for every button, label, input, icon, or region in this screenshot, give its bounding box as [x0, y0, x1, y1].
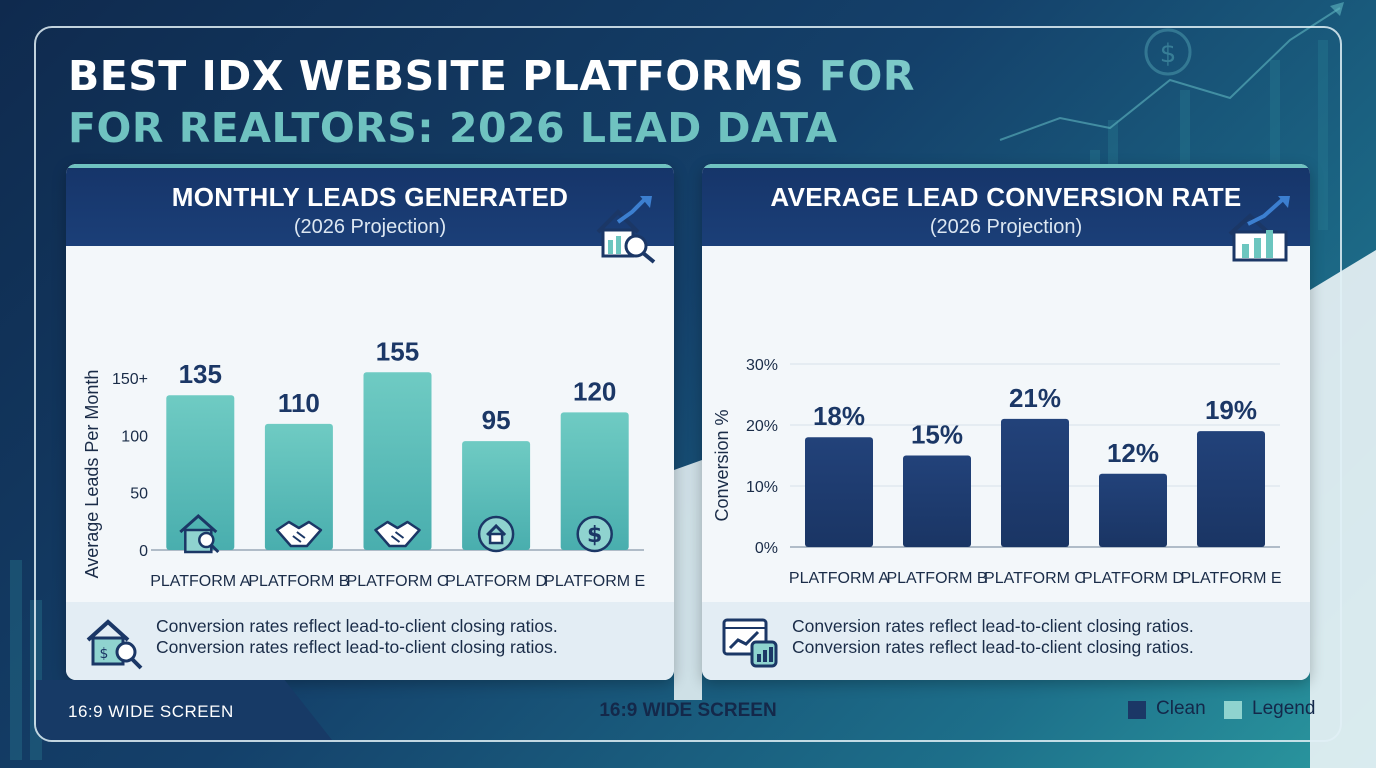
footnote-line2: Conversion rates reflect lead-to-client … — [792, 637, 1194, 657]
browser-chart-icon — [722, 618, 778, 668]
format-label-left: 16:9 WIDE SCREEN — [68, 702, 234, 721]
monthly-leads-footnote: Conversion rates reflect lead-to-client … — [156, 616, 656, 658]
y-axis-label: Average Leads Per Month — [82, 370, 102, 579]
y-axis-label: Conversion % — [712, 409, 732, 521]
conversion-rate-footer: Conversion rates reflect lead-to-client … — [702, 602, 1310, 680]
data-label: 19% — [1205, 395, 1257, 425]
y-tick-label: 30% — [746, 357, 778, 374]
x-tick-label: PLATFORM A — [150, 573, 250, 590]
dollar-icon: $ — [576, 515, 613, 553]
x-tick-label: PLATFORM B — [248, 573, 349, 590]
footnote-line2: Conversion rates reflect lead-to-client … — [156, 637, 558, 657]
svg-text:$: $ — [1160, 39, 1177, 69]
page-title: BEST IDX WEBSITE PLATFORMS FOR FOR REALT… — [68, 50, 948, 154]
legend-swatch-legend — [1224, 701, 1242, 719]
data-label: 12% — [1107, 438, 1159, 468]
x-tick-label: PLATFORM E — [544, 573, 645, 590]
x-tick-label: PLATFORM A — [789, 570, 889, 587]
monthly-leads-panel: MONTHLY LEADS GENERATED (2026 Projection… — [66, 164, 674, 680]
x-tick-label: PLATFORM D — [445, 573, 547, 590]
monthly-leads-title: MONTHLY LEADS GENERATED — [171, 182, 569, 212]
format-label-center: 16:9 WIDE SCREEN — [599, 700, 777, 721]
data-label: 15% — [911, 420, 963, 450]
y-tick-label: 0 — [139, 543, 148, 560]
x-tick-label: PLATFORM E — [1180, 570, 1281, 587]
bar — [363, 372, 432, 550]
legend-label-legend: Legend — [1252, 698, 1316, 719]
conversion-rate-title: AVERAGE LEAD CONVERSION RATE — [770, 182, 1242, 212]
monthly-leads-footer: $ Conversion rates reflect lead-to-clien… — [66, 602, 674, 680]
house-magnifier-icon — [179, 513, 220, 554]
y-tick-label: 10% — [746, 479, 778, 496]
house-dollar-magnifier-icon: $ — [86, 619, 143, 670]
x-tick-label: PLATFORM B — [886, 570, 987, 587]
x-tick-label: PLATFORM D — [1082, 570, 1184, 587]
footnote-line1: Conversion rates reflect lead-to-client … — [156, 616, 558, 636]
house-badge-icon — [477, 515, 515, 553]
legend-swatch-clean — [1128, 701, 1146, 719]
x-tick-label: PLATFORM C — [984, 570, 1086, 587]
handshake-icon — [374, 520, 421, 548]
title-line1-accent: FOR — [818, 52, 915, 100]
data-label: 155 — [376, 336, 419, 366]
conversion-rate-panel: AVERAGE LEAD CONVERSION RATE (2026 Proje… — [702, 164, 1310, 680]
handshake-icon — [275, 520, 323, 548]
svg-text:$: $ — [587, 523, 602, 548]
bar — [264, 423, 333, 550]
title-line1: BEST IDX WEBSITE PLATFORMS — [68, 52, 805, 100]
conversion-rate-subtitle: (2026 Projection) — [929, 216, 1083, 238]
data-label: 120 — [573, 376, 616, 406]
y-tick-label: 0% — [755, 540, 778, 557]
bar — [462, 441, 531, 550]
svg-text:$: $ — [100, 646, 109, 662]
content-frame — [34, 26, 1342, 742]
monthly-leads-header: MONTHLY LEADS GENERATED (2026 Projection… — [66, 164, 674, 246]
conversion-rate-footnote: Conversion rates reflect lead-to-client … — [792, 616, 1292, 658]
data-label: 18% — [813, 401, 865, 431]
y-tick-label: 50 — [130, 486, 148, 503]
footnote-line1: Conversion rates reflect lead-to-client … — [792, 616, 1194, 636]
bar — [903, 455, 971, 547]
monthly-leads-subtitle: (2026 Projection) — [293, 216, 447, 238]
data-label: 135 — [179, 359, 222, 389]
house-bar-chart-icon — [1228, 196, 1290, 262]
bar — [560, 412, 629, 550]
conversion-rate-header: AVERAGE LEAD CONVERSION RATE (2026 Proje… — [702, 164, 1310, 246]
house-chart-magnifier-icon — [596, 196, 656, 264]
bar — [1001, 418, 1069, 547]
bar — [1197, 431, 1265, 547]
bar — [1099, 473, 1167, 547]
data-label: 21% — [1009, 383, 1061, 413]
data-label: 110 — [278, 388, 320, 418]
legend-label-clean: Clean — [1156, 698, 1206, 719]
x-tick-label: PLATFORM C — [347, 573, 449, 590]
y-tick-label: 150+ — [112, 371, 148, 388]
bar — [805, 437, 873, 547]
y-tick-label: 20% — [746, 418, 778, 435]
conversion-rate-chart: Conversion % 0% 10% 20% 30% 18% PLATFORM A 15% P… — [712, 357, 1282, 587]
bar — [166, 395, 235, 550]
title-line2: FOR REALTORS: 2026 LEAD DATA — [68, 104, 838, 152]
monthly-leads-chart: Average Leads Per Month 0 50 100 150+ 135 PLAT… — [82, 336, 645, 590]
y-tick-label: 100 — [121, 428, 148, 445]
bottom-left-tab — [36, 680, 332, 740]
data-label: 95 — [482, 405, 511, 435]
